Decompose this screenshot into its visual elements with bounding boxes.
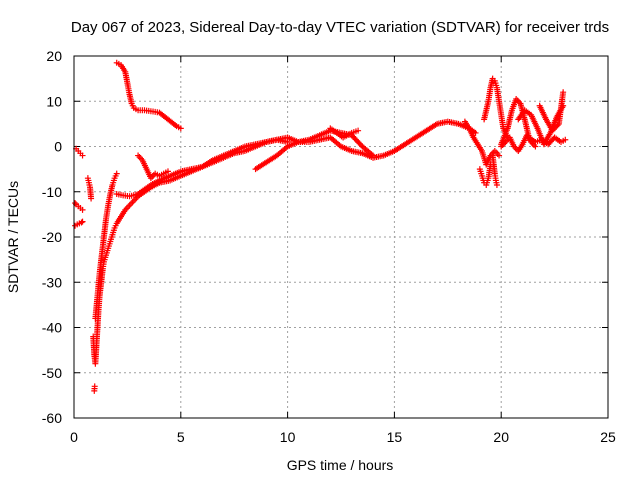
y-tick-label: -30 <box>42 274 62 290</box>
series-seg-t <box>498 132 539 155</box>
x-axis-label: GPS time / hours <box>287 457 394 473</box>
series-markers <box>84 175 95 202</box>
x-tick-label: 10 <box>280 429 296 445</box>
y-tick-label: -50 <box>42 365 62 381</box>
series-seg-d <box>84 175 95 202</box>
x-tick-label: 5 <box>177 429 185 445</box>
series-markers <box>536 89 567 134</box>
y-tick-label: -40 <box>42 320 62 336</box>
series-seg-i <box>113 136 291 200</box>
y-tick-label: -60 <box>42 410 62 426</box>
x-tick-label: 0 <box>70 429 78 445</box>
series-seg-c <box>73 145 86 159</box>
series-seg-e <box>91 383 98 394</box>
x-tick-label: 15 <box>387 429 403 445</box>
data-points <box>72 59 569 394</box>
series-seg-f <box>90 118 479 367</box>
y-tick-label: -20 <box>42 229 62 245</box>
x-tick-label: 25 <box>600 429 616 445</box>
y-tick-label: 0 <box>54 139 62 155</box>
series-seg-j <box>135 152 171 182</box>
series-seg-s <box>536 89 567 134</box>
series-seg-b <box>72 218 86 229</box>
series-markers <box>73 145 86 159</box>
series-seg-n <box>476 161 494 188</box>
axis-ticks: 0 5 10 15 20 25 -60 -50 -40 -30 -20 -10 0 10 20 <box>42 48 616 445</box>
series-markers <box>90 118 479 367</box>
y-tick-label: -10 <box>42 184 62 200</box>
series-seg-m <box>461 118 503 168</box>
series-seg-a <box>72 200 86 213</box>
y-tick-label: 10 <box>46 93 62 109</box>
series-seg-p <box>489 152 500 188</box>
series-seg-r <box>515 102 567 148</box>
series-markers <box>113 59 184 132</box>
chart-title: Day 067 of 2023, Sidereal Day-to-day VTE… <box>71 19 609 36</box>
series-seg-h <box>113 59 184 132</box>
x-tick-label: 20 <box>493 429 509 445</box>
series-seg-o <box>481 75 511 141</box>
series-markers <box>461 118 503 168</box>
plot-frame <box>73 55 609 419</box>
series-seg-g <box>92 170 120 322</box>
y-axis-label: SDTVAR / TECUs <box>5 181 21 293</box>
y-tick-label: 20 <box>46 48 62 64</box>
series-seg-l <box>327 125 362 141</box>
